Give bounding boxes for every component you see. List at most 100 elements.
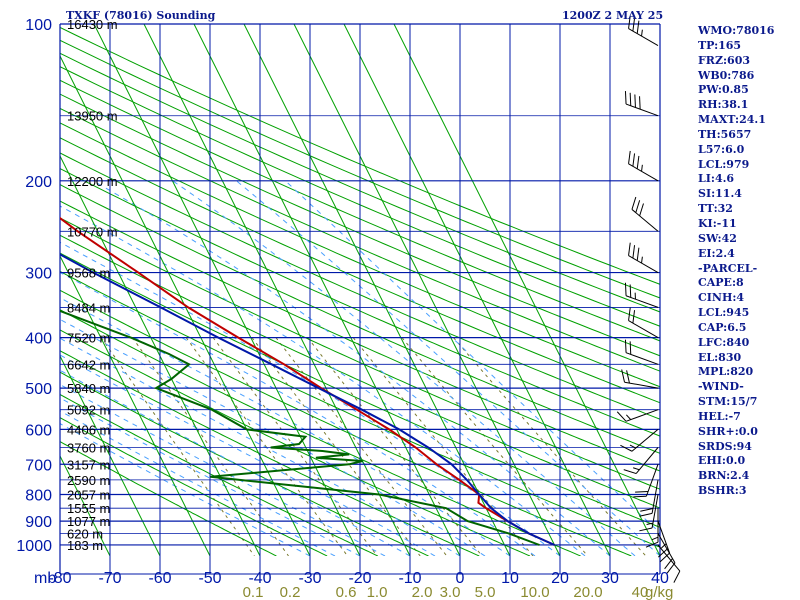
temperature-tick-label: -70	[98, 570, 121, 587]
dry-adiabat	[60, 93, 660, 357]
moist-adiabat	[172, 180, 636, 556]
wind-barb-half-flag	[633, 467, 640, 471]
dry-adiabat	[60, 371, 429, 556]
wind-barb-flag	[673, 570, 681, 583]
pressure-tick-label: 600	[25, 422, 52, 439]
index-value: CAP:6.5	[698, 320, 747, 334]
index-value: EHI:0.0	[698, 454, 746, 468]
wind-barb-flag	[639, 512, 653, 517]
wind-barb-staff	[628, 320, 659, 339]
wind-barb-half-flag	[641, 29, 643, 37]
wind-barb	[639, 479, 659, 517]
wind-barb-flag	[635, 491, 649, 493]
wind-barb-half-flag	[651, 536, 659, 541]
index-value: LI:4.6	[698, 172, 735, 186]
wind-barb-flag	[636, 247, 640, 261]
wind-barb-staff	[625, 409, 659, 422]
index-value: FRZ:603	[698, 53, 751, 67]
index-value: PW:0.85	[698, 83, 749, 97]
grid-lines	[59, 23, 661, 575]
mixing-ratio-label: 0.1	[243, 584, 264, 600]
mixing-ratio-label: 0.2	[280, 584, 301, 600]
wind-barb-flag	[635, 200, 641, 213]
wind-barb-flag	[621, 369, 626, 383]
wind-barb-flag	[624, 91, 627, 105]
parcel-trace	[60, 253, 555, 546]
wind-barb-flag	[639, 96, 641, 110]
indices-panel: WMO:78016 TP:165 FRZ:603 WB0:786 PW:0.85 RH:3…	[698, 24, 800, 499]
dry-adiabat	[60, 329, 531, 556]
dry-adiabat	[60, 26, 660, 285]
height-label: 2590 m	[67, 473, 110, 488]
height-label: 620 m	[67, 526, 103, 541]
isotherm-line	[60, 554, 61, 556]
wind-barb-staff	[625, 352, 659, 365]
index-value: MPL:820	[698, 365, 754, 379]
height-label: 3760 m	[67, 440, 110, 455]
moist-adiabat	[60, 297, 511, 556]
wind-barb-flag	[632, 310, 636, 324]
temperature-tick-label: -30	[298, 570, 321, 587]
index-value: CINH:4	[698, 291, 745, 305]
pressure-unit-label: mb	[34, 570, 56, 587]
moist-adiabat	[60, 354, 436, 556]
index-value: LCL:945	[698, 306, 750, 320]
pressure-tick-label: 700	[25, 457, 52, 474]
index-value: SRDS:94	[698, 439, 752, 453]
wind-barb	[633, 464, 659, 498]
wind-barb-flag	[620, 444, 633, 452]
pressure-tick-label: 300	[25, 266, 52, 283]
pressure-tick-label: 100	[25, 17, 52, 34]
dry-adiabat	[60, 393, 379, 556]
wind-barb-half-flag	[661, 543, 667, 549]
wind-barb-flag	[659, 552, 670, 563]
dry-adiabat	[60, 66, 660, 327]
dry-adiabat	[60, 152, 660, 420]
dry-adiabat	[60, 217, 660, 490]
height-label: 13950 m	[67, 109, 118, 124]
height-label: 16430 m	[67, 17, 118, 32]
mixing-ratio-label: 40	[632, 584, 649, 600]
wind-barb-staff	[651, 479, 659, 514]
wind-barb-flag	[645, 541, 659, 548]
wind-barb-half-flag	[625, 414, 632, 420]
mixing-ratio-label: 5.0	[475, 584, 496, 600]
moist-adiabat	[60, 337, 461, 556]
wind-barb-flag	[629, 284, 632, 298]
wind-barb-staff	[635, 447, 659, 474]
wind-barb-flag	[628, 242, 631, 256]
index-value: BRN:2.4	[698, 469, 750, 483]
moist-adiabat	[92, 180, 611, 556]
mixing-ratio-label: 1.0	[367, 584, 388, 600]
mixing-ratio-label: 0.6	[336, 584, 357, 600]
dry-adiabat	[60, 184, 660, 454]
moist-adiabat	[60, 241, 561, 556]
wind-barb	[623, 447, 659, 475]
index-value: HEL:-7	[698, 409, 741, 423]
index-value: STM:15/7	[698, 395, 758, 409]
isotherm-line	[0, 24, 10, 556]
mixing-ratio-line	[453, 337, 647, 556]
pressure-tick-label: 800	[25, 487, 52, 504]
wind-barb	[620, 429, 659, 452]
moist-adiabat	[60, 397, 361, 556]
isotherm-line	[243, 24, 511, 556]
temperature-tick-label: -10	[398, 570, 421, 587]
wind-barb	[624, 339, 659, 365]
wind-barb-flag	[632, 245, 636, 259]
mixing-ratio-lines	[100, 337, 647, 556]
wind-barb-flag	[626, 370, 630, 384]
moist-adiabat	[60, 318, 486, 556]
index-value: TP:165	[698, 38, 742, 52]
wind-barb-flag	[636, 155, 640, 169]
wind-barb	[616, 409, 659, 422]
wind-barb-staff	[628, 28, 659, 47]
isotherm-line	[293, 24, 561, 556]
wind-barb-flag	[634, 94, 636, 108]
wind-barb-half-flag	[641, 164, 643, 172]
moist-adiabat	[60, 423, 311, 556]
height-label: 4406 m	[67, 422, 110, 437]
height-label: 8484 m	[67, 300, 110, 315]
wind-barb-half-flag	[634, 292, 636, 300]
index-value: SHR+:0.0	[698, 424, 758, 438]
